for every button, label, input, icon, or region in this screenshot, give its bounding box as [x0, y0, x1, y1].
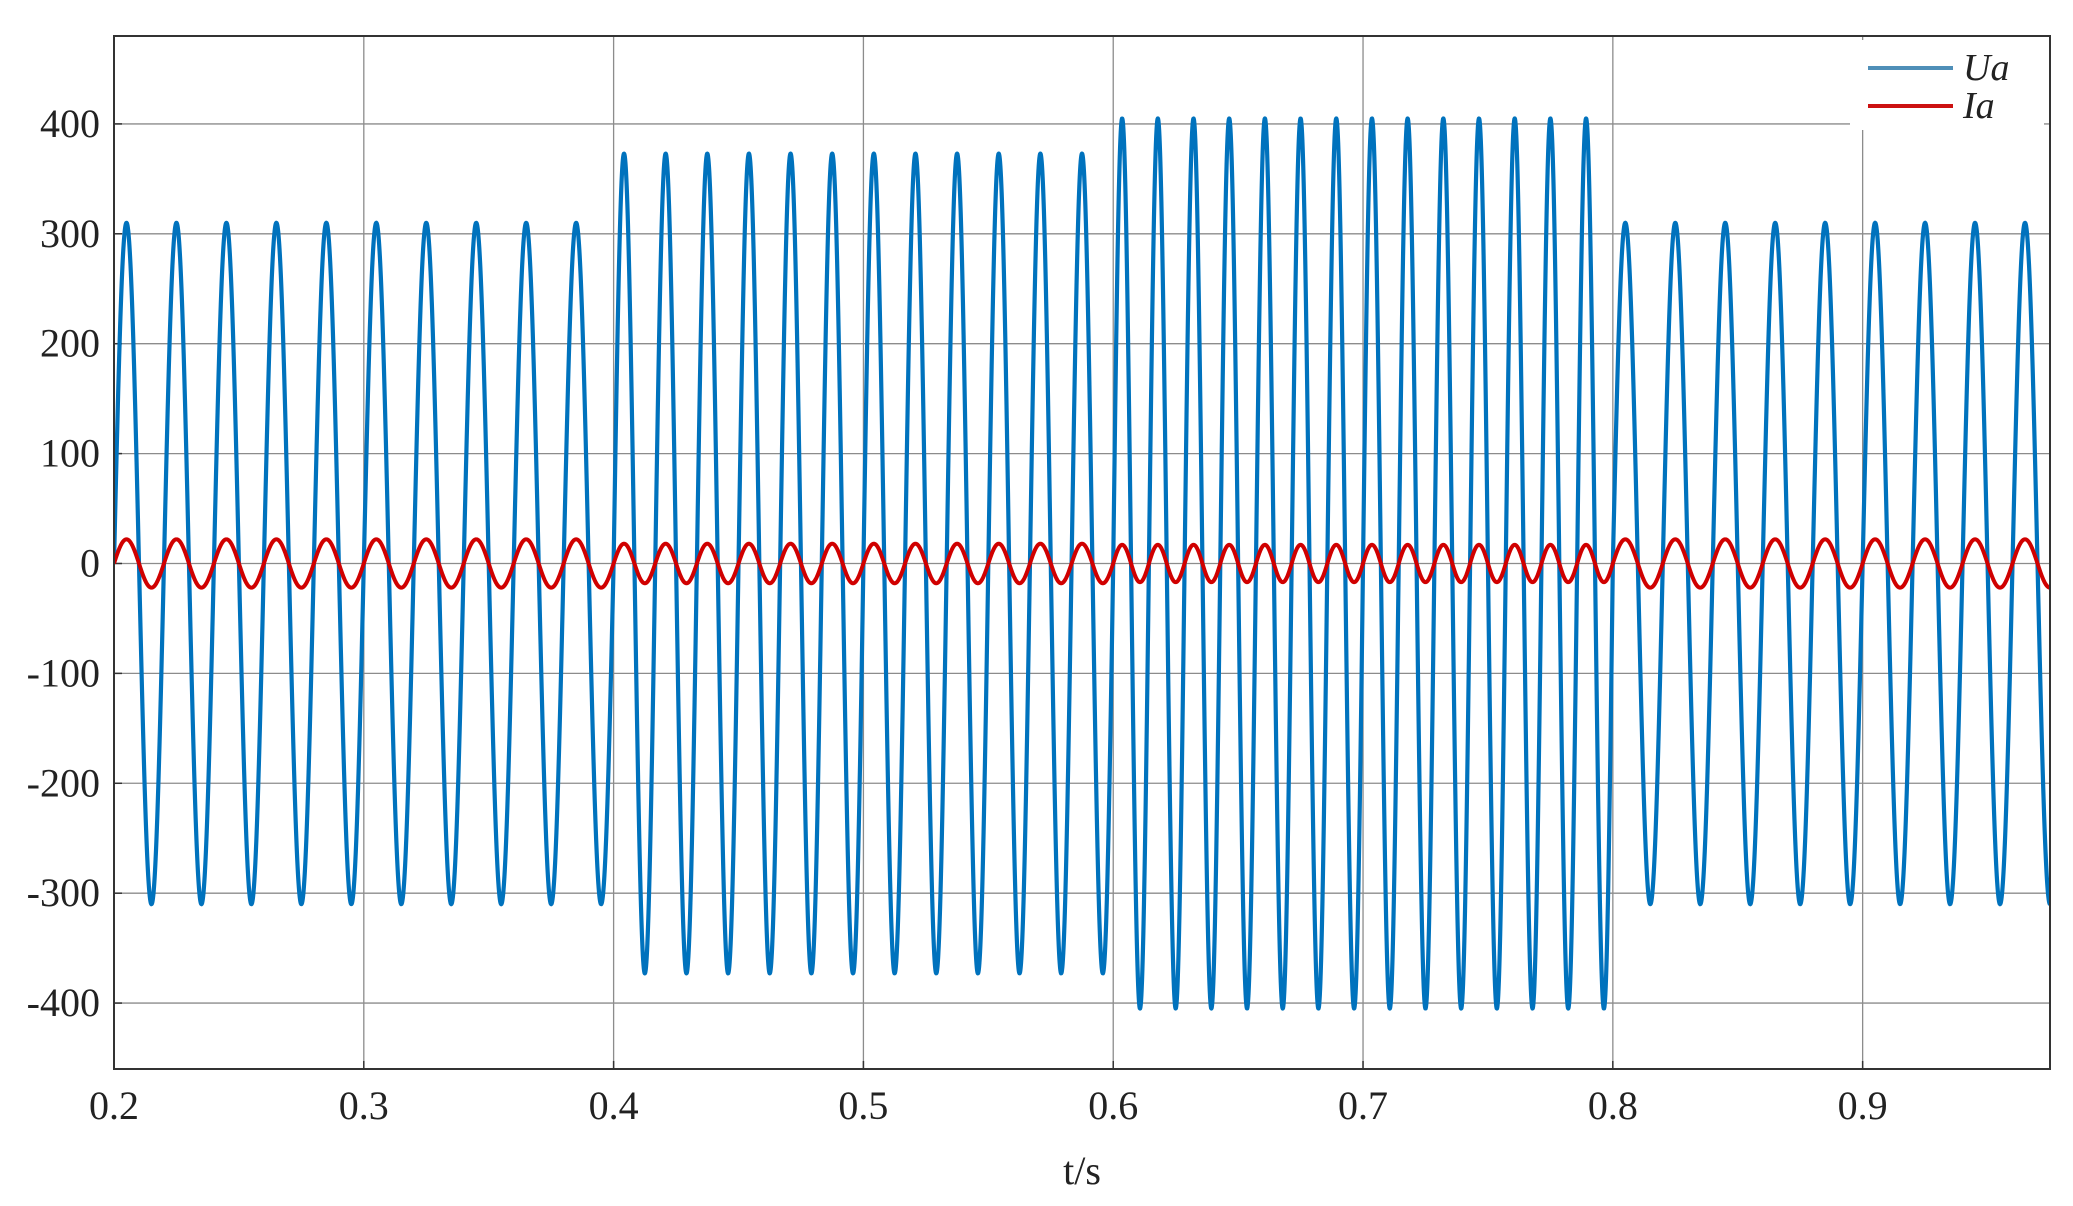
y-tick-label: 0 — [80, 540, 100, 585]
series-line-ua — [114, 116, 2050, 1011]
x-axis-title: t/s — [1063, 1148, 1101, 1193]
x-tick-label: 0.2 — [89, 1083, 139, 1128]
plot-frame — [113, 35, 2051, 1070]
y-tick-label: -100 — [27, 650, 100, 695]
x-tick-label: 0.6 — [1088, 1083, 1138, 1128]
legend-label-ua: Ua — [1963, 47, 2009, 89]
y-tick-label: 200 — [40, 321, 100, 366]
x-tick-label: 0.7 — [1338, 1083, 1388, 1128]
x-tick-label: 0.5 — [838, 1083, 888, 1128]
y-tick-label: -400 — [27, 980, 100, 1025]
legend-box — [1850, 40, 2044, 130]
y-tick-label: -200 — [27, 760, 100, 805]
y-tick-label: -300 — [27, 870, 100, 915]
y-axis-tick-labels: 400 300 200 100 0 -100 -200 -300 -400 — [27, 101, 100, 1025]
legend-label-ia: Ia — [1962, 85, 1995, 127]
x-tick-label: 0.8 — [1588, 1083, 1638, 1128]
y-tick-label: 300 — [40, 211, 100, 256]
series-line-ia — [114, 537, 2050, 590]
x-tick-label: 0.4 — [589, 1083, 639, 1128]
y-tick-label: 400 — [40, 101, 100, 146]
x-tick-label: 0.9 — [1838, 1083, 1888, 1128]
y-tick-label: 100 — [40, 431, 100, 476]
x-axis-tick-labels: 0.2 0.3 0.4 0.5 0.6 0.7 0.8 0.9 — [89, 1083, 1888, 1128]
x-tick-label: 0.3 — [339, 1083, 389, 1128]
plot-area — [114, 116, 2050, 1011]
grid — [113, 36, 2050, 1069]
